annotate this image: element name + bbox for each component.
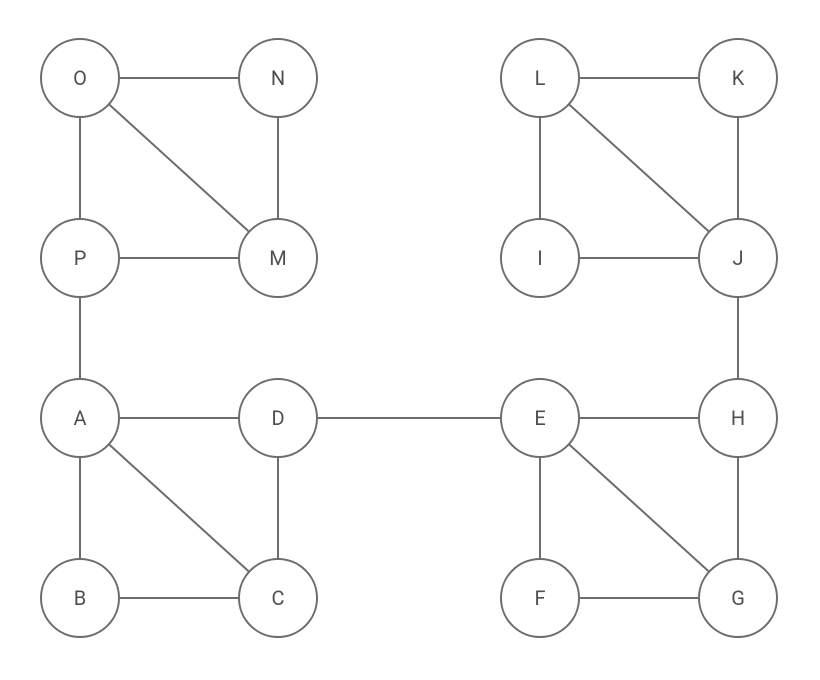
node-label: N	[271, 66, 285, 90]
node-label: H	[731, 406, 745, 430]
graph-edges	[0, 0, 820, 680]
node-label: P	[74, 246, 87, 270]
edge-E-G	[570, 445, 709, 571]
node-I: I	[500, 218, 580, 298]
node-G: G	[698, 558, 778, 638]
edge-L-J	[570, 105, 709, 231]
node-label: L	[535, 66, 546, 90]
node-F: F	[500, 558, 580, 638]
node-L: L	[500, 38, 580, 118]
node-label: J	[732, 246, 743, 270]
node-label: F	[534, 586, 545, 610]
node-label: E	[534, 406, 545, 430]
node-label: M	[269, 246, 286, 270]
node-D: D	[238, 378, 318, 458]
node-N: N	[238, 38, 318, 118]
node-P: P	[40, 218, 120, 298]
node-E: E	[500, 378, 580, 458]
node-O: O	[40, 38, 120, 118]
graph-canvas: O N L K P M I J A D E H B C F G	[0, 0, 820, 680]
node-label: D	[271, 406, 284, 430]
node-label: G	[731, 586, 745, 610]
node-label: K	[732, 66, 745, 90]
node-B: B	[40, 558, 120, 638]
node-C: C	[238, 558, 318, 638]
node-label: I	[537, 246, 542, 270]
node-label: O	[73, 66, 87, 90]
node-A: A	[40, 378, 120, 458]
node-label: B	[74, 586, 86, 610]
node-label: C	[271, 586, 284, 610]
node-K: K	[698, 38, 778, 118]
node-J: J	[698, 218, 778, 298]
edge-O-M	[110, 105, 249, 231]
node-H: H	[698, 378, 778, 458]
edge-A-C	[110, 445, 249, 571]
node-M: M	[238, 218, 318, 298]
node-label: A	[73, 406, 86, 430]
